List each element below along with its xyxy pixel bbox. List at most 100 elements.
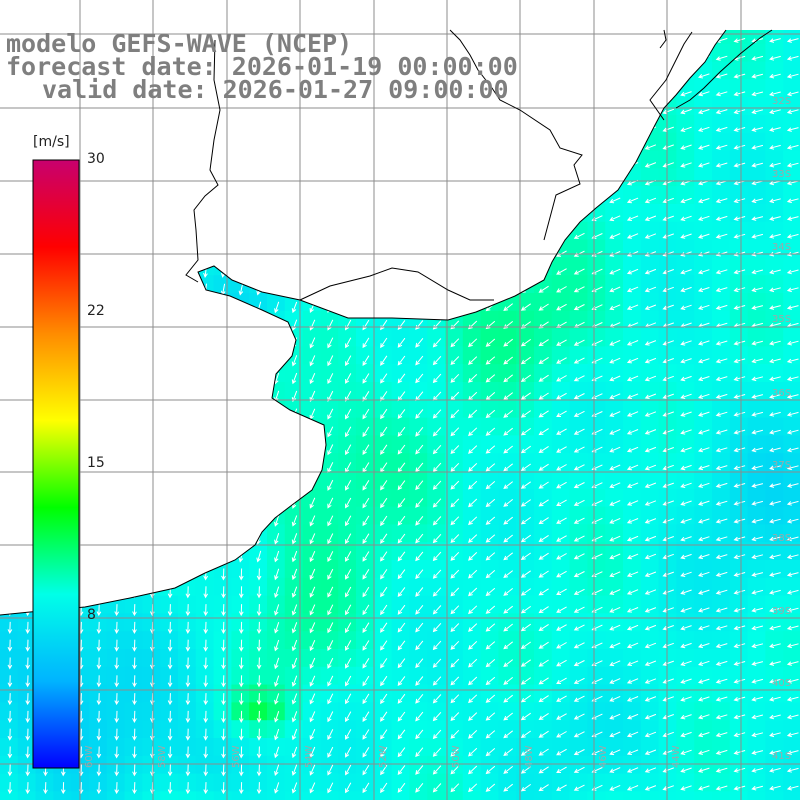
wind-cell (712, 132, 731, 152)
wind-arrow (185, 604, 191, 617)
wind-arrow (733, 767, 746, 773)
wind-arrow (556, 481, 567, 489)
wind-arrow (538, 623, 549, 631)
wind-arrow (644, 642, 657, 649)
wind-cell (124, 773, 143, 792)
wind-cell (480, 560, 499, 579)
wind-cell (569, 684, 588, 703)
wind-cell (783, 506, 800, 525)
wind-cell (373, 720, 393, 739)
wind-cell (747, 346, 766, 365)
wind-arrow (274, 639, 280, 652)
wind-cell (462, 560, 482, 579)
wind-cell (569, 399, 588, 419)
wind-arrow (644, 767, 657, 773)
wind-cell (445, 399, 464, 419)
wind-arrow (520, 730, 531, 739)
wind-cell (694, 204, 713, 223)
wind-cell (124, 755, 143, 775)
wind-cell (729, 79, 749, 98)
wind-cell (338, 720, 357, 739)
wind-arrow (221, 586, 226, 599)
wind-cell (409, 471, 428, 490)
wind-cell (178, 720, 197, 739)
wind-arrow (715, 55, 728, 61)
wind-cell (516, 346, 535, 365)
wind-cell (302, 399, 321, 419)
wind-arrow (698, 678, 710, 684)
wind-arrow (769, 198, 781, 204)
wind-cell (427, 738, 446, 757)
wind-cell (142, 720, 161, 739)
wind-cell (480, 720, 499, 739)
wind-cell (391, 773, 410, 792)
wind-cell (534, 293, 553, 312)
wind-cell (783, 720, 800, 739)
wind-arrow (626, 535, 639, 542)
wind-arrow (733, 429, 746, 435)
wind-arrow (345, 657, 352, 669)
wind-cell (729, 382, 749, 401)
wind-arrow (662, 785, 674, 791)
wind-cell (676, 471, 695, 490)
wind-cell (498, 773, 517, 792)
wind-cell (640, 310, 660, 330)
wind-cell (338, 666, 357, 686)
wind-cell (249, 773, 268, 792)
wind-cell (729, 399, 749, 419)
wind-arrow (397, 355, 406, 366)
wind-cell (445, 382, 464, 401)
wind-cell (658, 186, 677, 205)
wind-cell (623, 595, 642, 614)
wind-arrow (450, 729, 460, 739)
wind-arrow (238, 764, 244, 777)
wind-cell (694, 720, 713, 739)
wind-cell (765, 453, 784, 472)
wind-cell (712, 310, 731, 330)
wind-cell (676, 150, 695, 169)
wind-cell (356, 560, 375, 579)
wind-arrow (786, 678, 799, 684)
wind-arrow (556, 748, 567, 756)
wind-cell (747, 275, 766, 294)
wind-arrow (345, 604, 352, 616)
wind-arrow (538, 428, 549, 436)
wind-arrow (573, 410, 585, 417)
wind-cell (409, 435, 428, 454)
wind-arrow (662, 625, 674, 631)
wind-cell (623, 755, 642, 775)
wind-cell (249, 755, 268, 775)
wind-cell (320, 577, 339, 597)
wind-cell (35, 773, 54, 792)
wind-cell (213, 702, 232, 721)
wind-arrow (380, 533, 388, 544)
wind-arrow (485, 659, 496, 668)
wind-arrow (733, 536, 746, 542)
wind-cell (391, 702, 410, 721)
wind-cell (729, 150, 749, 169)
wind-cell (89, 666, 108, 686)
wind-cell (658, 239, 677, 258)
wind-cell (284, 791, 304, 800)
wind-arrow (520, 783, 531, 792)
wind-cell (498, 542, 517, 561)
wind-cell (712, 506, 731, 525)
wind-cell (534, 524, 553, 543)
wind-cell (249, 560, 268, 579)
wind-arrow (450, 640, 460, 650)
longitude-label: 52W (378, 745, 389, 768)
wind-cell (391, 755, 410, 775)
wind-arrow (238, 728, 244, 741)
wind-arrow (786, 500, 799, 506)
wind-arrow (432, 533, 442, 544)
wind-arrow (520, 677, 531, 685)
wind-cell (783, 132, 800, 152)
wind-arrow (769, 38, 781, 43)
wind-arrow (786, 144, 799, 150)
wind-cell (534, 631, 553, 650)
wind-cell (658, 560, 677, 579)
wind-cell (462, 453, 482, 472)
wind-cell (498, 399, 517, 419)
wind-cell (445, 435, 464, 454)
wind-arrow (380, 337, 388, 349)
